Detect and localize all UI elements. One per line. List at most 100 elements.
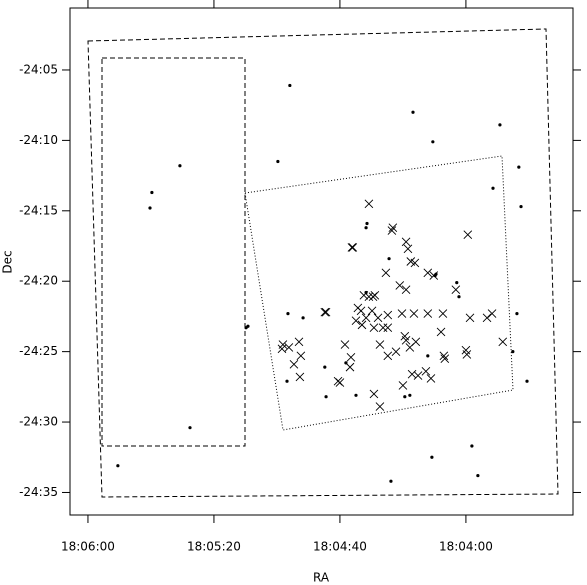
y-tick-label: -24:25 (19, 344, 58, 358)
source-cross (357, 320, 367, 330)
y-axis-label: Dec (1, 250, 15, 273)
source-cross (351, 316, 361, 325)
y-tick-label: -24:35 (19, 485, 58, 499)
source-cross (397, 309, 407, 318)
star-dot (515, 312, 519, 316)
source-cross (345, 362, 355, 372)
source-cross (364, 199, 374, 209)
source-cross (403, 244, 413, 254)
source-cross (277, 344, 287, 354)
source-cross (498, 337, 508, 347)
source-cross (409, 309, 419, 318)
source-cross (440, 354, 450, 363)
plot-frame (69, 7, 574, 516)
star-dot (491, 186, 495, 190)
square-footprint (244, 155, 514, 431)
star-dot (354, 393, 358, 397)
x-tick-label: 18:04:40 (313, 540, 367, 554)
source-cross (423, 268, 433, 278)
star-dot (525, 379, 529, 383)
star-dot (431, 140, 435, 144)
source-cross (346, 352, 356, 362)
source-cross (373, 313, 383, 323)
star-dot (365, 221, 369, 226)
star-dot (457, 295, 461, 299)
star-dot (116, 464, 120, 468)
source-cross (359, 290, 369, 300)
star-dot (276, 159, 280, 164)
star-dot (498, 123, 502, 127)
source-cross (413, 371, 423, 380)
source-cross (482, 313, 492, 323)
outer-footprint (87, 28, 559, 498)
star-dot (455, 281, 459, 285)
source-cross (438, 309, 448, 318)
source-cross (410, 258, 420, 268)
source-cross (401, 285, 411, 294)
source-cross (348, 243, 358, 252)
source-cross (421, 367, 431, 376)
source-cross (367, 306, 377, 316)
source-cross (378, 323, 388, 333)
source-cross (451, 285, 461, 294)
star-dot (387, 257, 391, 261)
star-dot (517, 165, 521, 169)
source-cross (401, 237, 411, 247)
x-tick-label: 18:06:00 (61, 540, 115, 554)
star-dot (408, 393, 412, 397)
source-cross (356, 306, 366, 316)
source-cross (429, 271, 439, 280)
source-cross (375, 402, 385, 411)
star-dot (511, 350, 515, 354)
source-cross (383, 351, 393, 361)
star-dot (246, 324, 250, 328)
star-dot (148, 206, 152, 210)
source-cross (439, 351, 449, 361)
star-dot (324, 395, 328, 399)
star-dot (389, 479, 393, 483)
source-cross (436, 327, 446, 337)
star-dot (411, 110, 415, 114)
source-cross (463, 230, 473, 240)
source-cross (284, 343, 294, 352)
x-tick-label: 18:05:20 (187, 540, 241, 554)
rect-footprint (101, 57, 246, 447)
star-dot (150, 190, 154, 195)
source-cross (423, 309, 433, 318)
source-cross (368, 292, 378, 302)
source-cross (289, 359, 299, 369)
source-cross (296, 351, 306, 361)
star-dot (288, 83, 292, 88)
star-dot (470, 444, 474, 448)
y-tick-label: -24:10 (19, 133, 58, 147)
source-cross (320, 307, 330, 317)
star-dot (430, 455, 434, 459)
source-cross (294, 337, 304, 347)
x-axis-label: RA (313, 571, 330, 585)
source-cross (401, 336, 411, 345)
source-cross (383, 310, 393, 320)
y-tick-label: -24:20 (19, 274, 58, 288)
star-dot (178, 164, 182, 168)
source-cross (487, 309, 497, 318)
y-tick-label: -24:05 (19, 62, 58, 76)
star-dot (301, 316, 305, 320)
star-dot (286, 312, 290, 316)
y-tick-label: -24:15 (19, 203, 58, 217)
y-tick-label: -24:30 (19, 415, 58, 429)
source-cross (383, 323, 393, 333)
source-cross (295, 372, 305, 382)
source-cross (381, 268, 391, 278)
star-dot (285, 379, 289, 383)
star-dot (364, 226, 368, 230)
source-cross (405, 343, 415, 352)
source-cross (391, 347, 401, 356)
source-cross (395, 281, 405, 290)
source-cross (369, 389, 379, 399)
star-dot (476, 473, 480, 478)
source-cross (462, 350, 472, 359)
source-cross (347, 243, 357, 252)
source-cross (361, 313, 371, 323)
star-dot (403, 395, 407, 399)
